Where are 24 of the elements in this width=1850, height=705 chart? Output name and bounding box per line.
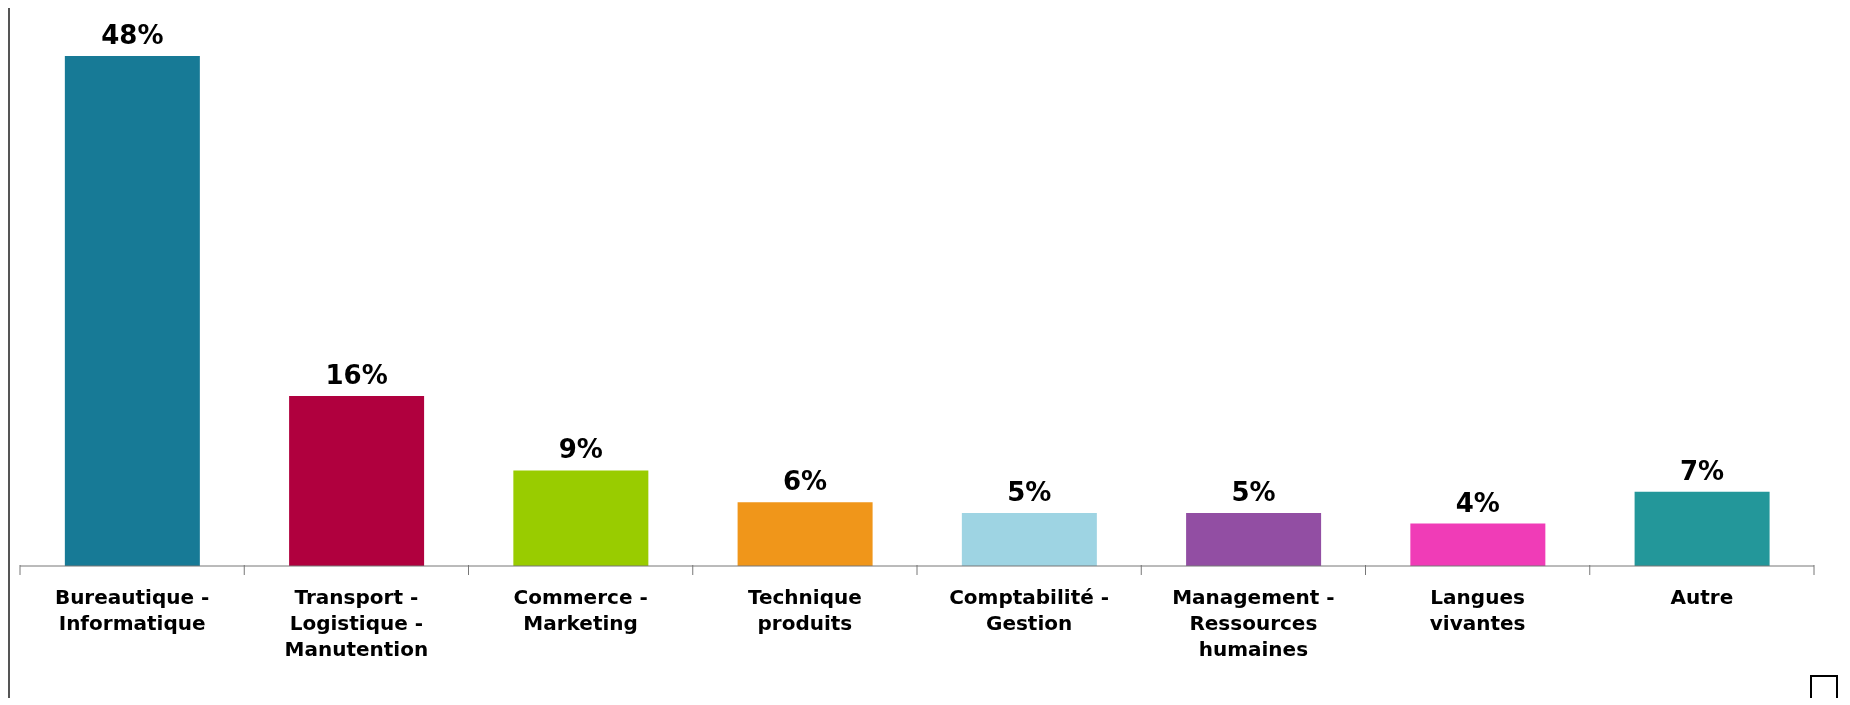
bar	[289, 396, 425, 566]
data-label: 4%	[1455, 487, 1500, 518]
x-tick-label: Bureautique - Informatique	[54, 585, 210, 635]
data-label: 5%	[1231, 476, 1276, 507]
x-tick-label: Commerce - Marketing	[513, 585, 648, 635]
bar	[1410, 523, 1546, 566]
data-label: 7%	[1680, 455, 1725, 486]
data-label: 16%	[325, 360, 388, 390]
bar	[1186, 512, 1322, 566]
data-label: 5%	[1007, 476, 1052, 507]
data-label: 48%	[101, 20, 164, 50]
x-tick-label: Management - Ressources humaines	[1172, 585, 1335, 661]
bar	[737, 502, 873, 566]
data-label: 9%	[558, 434, 603, 465]
x-tick-label: Transport - Logistique - Manutention	[284, 585, 429, 661]
x-tick-label: Autre	[1670, 585, 1734, 609]
bar	[961, 512, 1097, 566]
bar	[513, 470, 649, 566]
x-tick-label: Comptabilité - Gestion	[949, 585, 1110, 635]
x-tick-label: Langues vivantes	[1429, 585, 1526, 635]
data-label: 6%	[783, 466, 828, 497]
bar	[64, 56, 200, 566]
bar	[1634, 491, 1770, 566]
x-tick-label: Technique produits	[747, 585, 862, 635]
